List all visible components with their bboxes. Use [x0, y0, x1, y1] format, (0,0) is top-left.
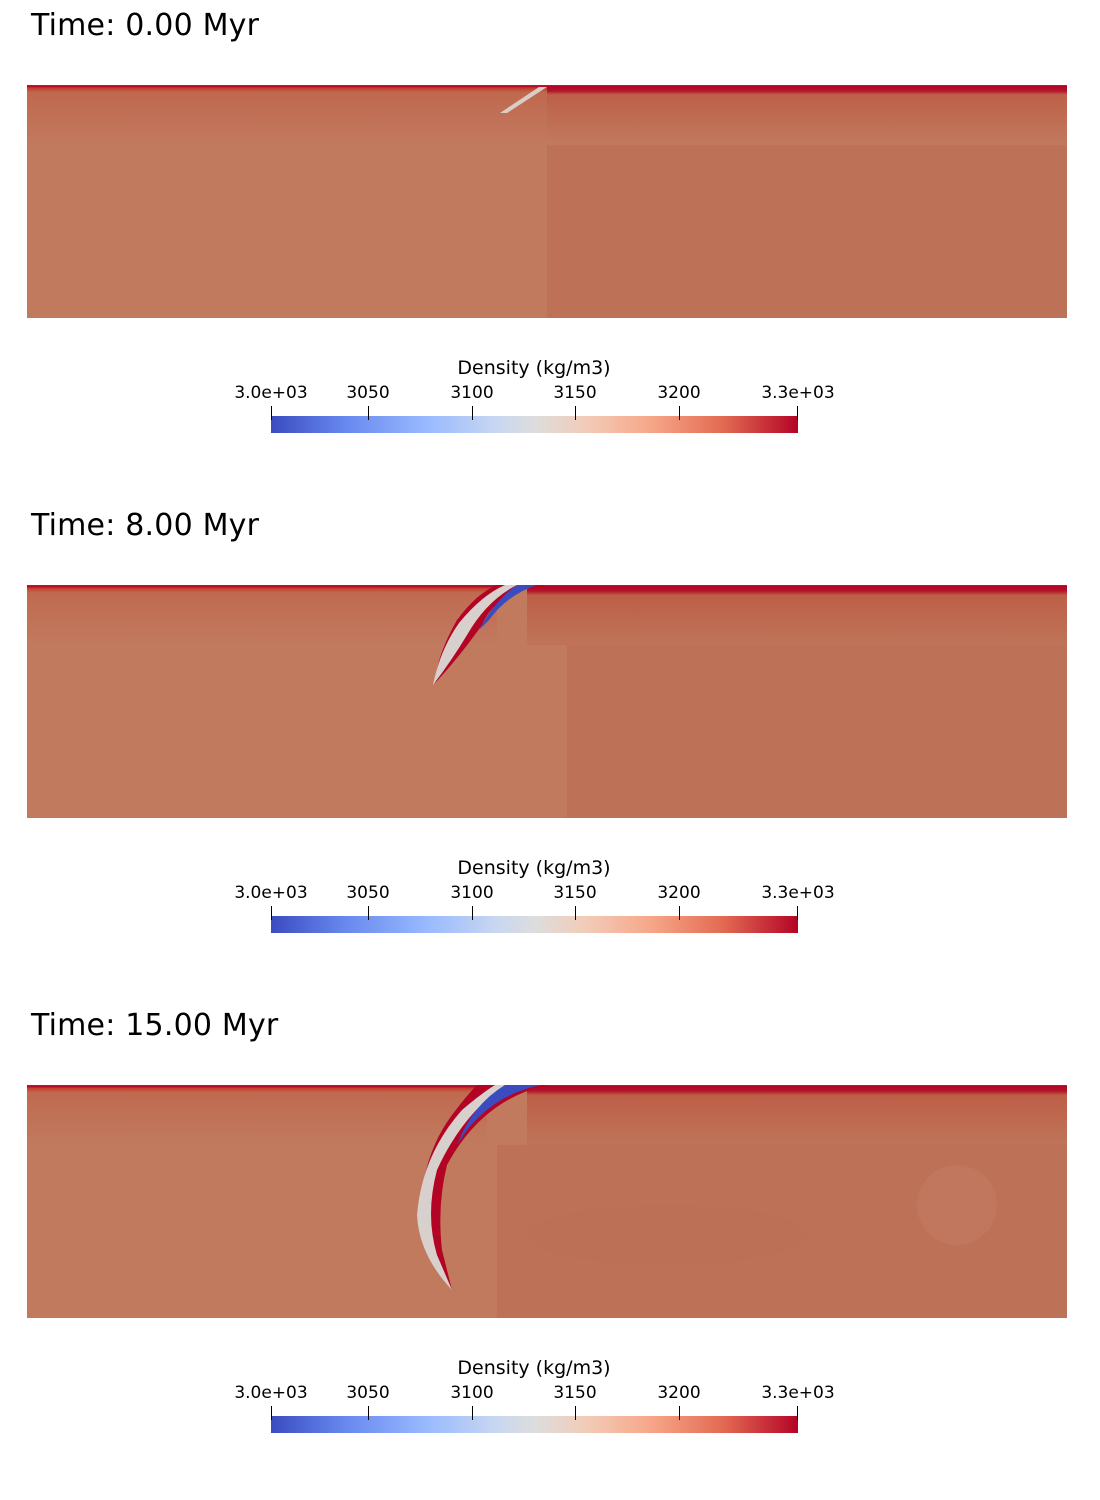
colorbar-tick-mark	[679, 1406, 680, 1420]
colorbar-tick-label: 3200	[657, 383, 701, 403]
colorbar-tick-mark	[271, 406, 272, 420]
colorbar-tick-mark	[472, 906, 473, 920]
colorbar-tick-label: 3150	[553, 883, 597, 903]
snapshot-panel-0: Time: 0.00 Myr	[0, 0, 1100, 500]
colorbar-tick-label: 3.3e+03	[761, 383, 835, 403]
colorbar-tick-label: 3.3e+03	[761, 1383, 835, 1403]
colorbar-tick-mark	[472, 406, 473, 420]
colorbar-tick-label: 3100	[450, 1383, 494, 1403]
colorbar-tick-mark	[797, 406, 798, 420]
colorbar-tick-mark	[271, 906, 272, 920]
colorbar	[271, 916, 798, 933]
colorbar-title: Density (kg/m3)	[457, 857, 611, 879]
colorbar-tick-mark	[368, 406, 369, 420]
colorbar-tick-mark	[271, 1406, 272, 1420]
colorbar-tick-label: 3150	[553, 383, 597, 403]
time-label: Time: 8.00 Myr	[31, 508, 260, 543]
colorbar-tick-label: 3100	[450, 383, 494, 403]
colorbar-tick-label: 3.0e+03	[234, 383, 308, 403]
colorbar-tick-label: 3.0e+03	[234, 883, 308, 903]
colorbar-tick-mark	[368, 1406, 369, 1420]
colorbar-tick-mark	[368, 906, 369, 920]
colorbar-tick-mark	[575, 406, 576, 420]
colorbar-tick-mark	[575, 906, 576, 920]
colorbar-tick-label: 3.3e+03	[761, 883, 835, 903]
colorbar	[271, 1416, 798, 1433]
snapshot-panel-1: Time: 8.00 Myr	[0, 500, 1100, 1000]
colorbar-tick-label: 3150	[553, 1383, 597, 1403]
density-field-plot	[27, 1085, 1067, 1318]
colorbar-tick-mark	[679, 906, 680, 920]
snapshot-panel-2: Time: 15.00 Myr	[0, 1000, 1100, 1500]
colorbar-tick-label: 3200	[657, 883, 701, 903]
colorbar-tick-label: 3050	[346, 883, 390, 903]
colorbar-tick-label: 3200	[657, 1383, 701, 1403]
colorbar-tick-mark	[679, 406, 680, 420]
density-field-view	[27, 85, 1067, 318]
colorbar-tick-label: 3050	[346, 383, 390, 403]
density-field-plot	[27, 585, 1067, 818]
colorbar-tick-mark	[797, 906, 798, 920]
colorbar-title: Density (kg/m3)	[457, 1357, 611, 1379]
colorbar-tick-label: 3.0e+03	[234, 1383, 308, 1403]
density-field-view	[27, 1085, 1067, 1318]
colorbar-tick-label: 3050	[346, 1383, 390, 1403]
density-field-plot	[27, 85, 1067, 318]
colorbar-tick-mark	[575, 1406, 576, 1420]
colorbar-tick-label: 3100	[450, 883, 494, 903]
colorbar-title: Density (kg/m3)	[457, 357, 611, 379]
time-label: Time: 0.00 Myr	[31, 8, 260, 43]
colorbar-tick-mark	[797, 1406, 798, 1420]
density-field-view	[27, 585, 1067, 818]
colorbar	[271, 416, 798, 433]
colorbar-tick-mark	[472, 1406, 473, 1420]
time-label: Time: 15.00 Myr	[31, 1008, 279, 1043]
